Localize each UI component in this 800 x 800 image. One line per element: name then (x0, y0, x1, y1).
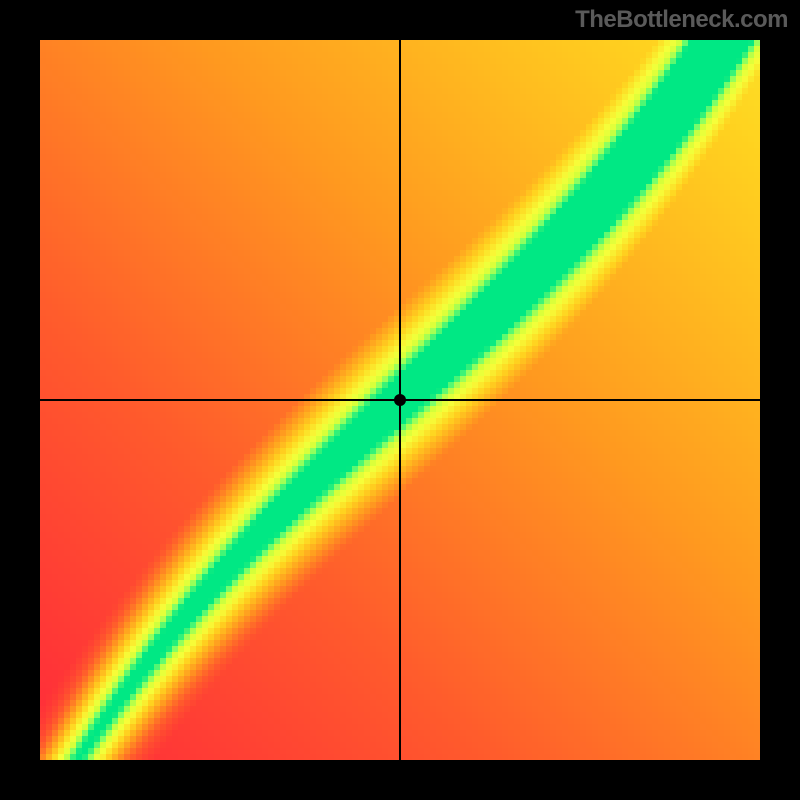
chart-container: { "watermark": "TheBottleneck.com", "cha… (0, 0, 800, 800)
crosshair-marker (394, 394, 406, 406)
watermark-label: TheBottleneck.com (575, 6, 788, 34)
marker-overlay (0, 0, 800, 800)
